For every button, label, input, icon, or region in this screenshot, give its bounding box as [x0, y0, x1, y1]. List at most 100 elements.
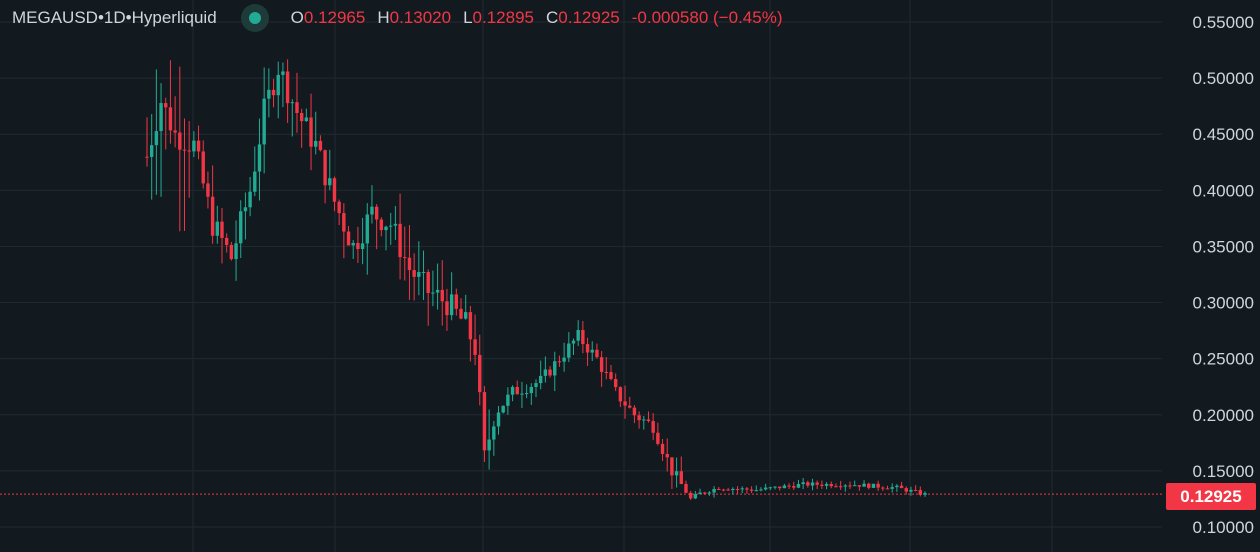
separator: •: [125, 8, 132, 27]
exchange-name[interactable]: Hyperliquid: [131, 8, 217, 27]
market-status-icon[interactable]: [240, 4, 269, 32]
candle: [843, 484, 848, 492]
symbol-name[interactable]: MEGAUSD: [12, 8, 98, 27]
candle: [871, 483, 876, 488]
candle-body: [763, 487, 768, 490]
candle: [337, 199, 341, 226]
candle: [290, 99, 294, 137]
candle-body: [656, 432, 660, 444]
candle-body: [192, 140, 196, 152]
candle: [454, 288, 459, 316]
candle: [810, 478, 815, 491]
candle-body: [440, 289, 444, 302]
candle: [909, 486, 913, 496]
candle: [332, 176, 337, 212]
candle: [862, 480, 866, 487]
candle-body: [431, 292, 435, 294]
candle: [665, 438, 669, 472]
candle: [478, 334, 482, 406]
candle-body: [468, 312, 473, 340]
candle-body: [210, 196, 215, 236]
candle: [801, 477, 805, 490]
candle-body: [178, 132, 182, 150]
candle: [834, 483, 838, 488]
candle: [243, 192, 248, 240]
candle: [632, 405, 637, 424]
candle-body: [403, 257, 407, 259]
candle-body: [360, 243, 365, 249]
candle-body: [239, 211, 243, 244]
candle-body: [557, 361, 562, 363]
candle-body: [862, 483, 866, 487]
candle-body: [529, 386, 534, 394]
candle: [220, 208, 224, 264]
candle-body: [628, 405, 632, 408]
candle: [524, 384, 529, 399]
candle: [506, 387, 510, 415]
candle: [759, 487, 763, 492]
candle-body: [796, 484, 801, 488]
candle: [538, 360, 543, 390]
interval-label[interactable]: 1D: [103, 8, 126, 27]
candle-body: [173, 130, 177, 133]
candle: [342, 203, 346, 259]
candle-body: [857, 485, 862, 487]
candle-body: [346, 231, 351, 246]
candle: [778, 486, 782, 491]
candle-body: [815, 482, 819, 485]
candle-body: [290, 102, 294, 104]
candle-body: [262, 98, 266, 145]
y-tick-label: 0.25000: [1193, 350, 1254, 369]
candle-body: [674, 471, 679, 476]
candle: [829, 481, 833, 489]
candle: [487, 409, 491, 470]
candle: [384, 225, 388, 251]
candle-body: [168, 107, 173, 131]
candle: [763, 483, 768, 491]
candle-body: [651, 421, 655, 433]
candle-body: [806, 482, 810, 486]
candle: [721, 488, 726, 492]
candle-body: [585, 344, 590, 353]
candle-body: [820, 484, 824, 486]
candle-body: [632, 407, 637, 416]
candle: [285, 59, 290, 123]
candle-body: [881, 487, 885, 489]
candle-body: [824, 483, 829, 486]
candle: [838, 480, 843, 490]
candle: [496, 406, 501, 435]
separator: •: [97, 8, 104, 27]
candle: [815, 480, 819, 490]
candle-body: [717, 488, 721, 490]
candle: [684, 480, 688, 494]
candle-body: [665, 453, 669, 458]
candle-body: [562, 357, 566, 362]
candle: [670, 457, 674, 489]
candle-body: [196, 140, 201, 152]
candle-body: [843, 485, 848, 487]
candle-body: [445, 301, 449, 316]
y-axis[interactable]: 0.55000 0.50000 0.45000 0.40000 0.35000 0.300…: [1193, 13, 1254, 537]
candle: [379, 217, 384, 237]
candle-body: [506, 394, 510, 406]
candle: [192, 131, 196, 158]
candle: [876, 480, 880, 491]
candle-body: [918, 490, 923, 495]
candle-body: [224, 237, 229, 245]
candle-body: [201, 151, 205, 184]
candle-body: [899, 485, 904, 489]
candle: [267, 68, 271, 118]
candle: [890, 483, 894, 493]
candle-body: [684, 483, 688, 493]
candle-body: [482, 392, 487, 451]
low-value: 0.12895: [472, 8, 534, 27]
candle-body: [370, 206, 374, 215]
candle: [449, 272, 454, 321]
candle-body: [421, 271, 426, 273]
candle: [173, 96, 177, 148]
candle-body: [567, 343, 571, 358]
candle: [918, 486, 923, 497]
candle-body: [553, 361, 557, 376]
candle-body: [473, 339, 477, 355]
